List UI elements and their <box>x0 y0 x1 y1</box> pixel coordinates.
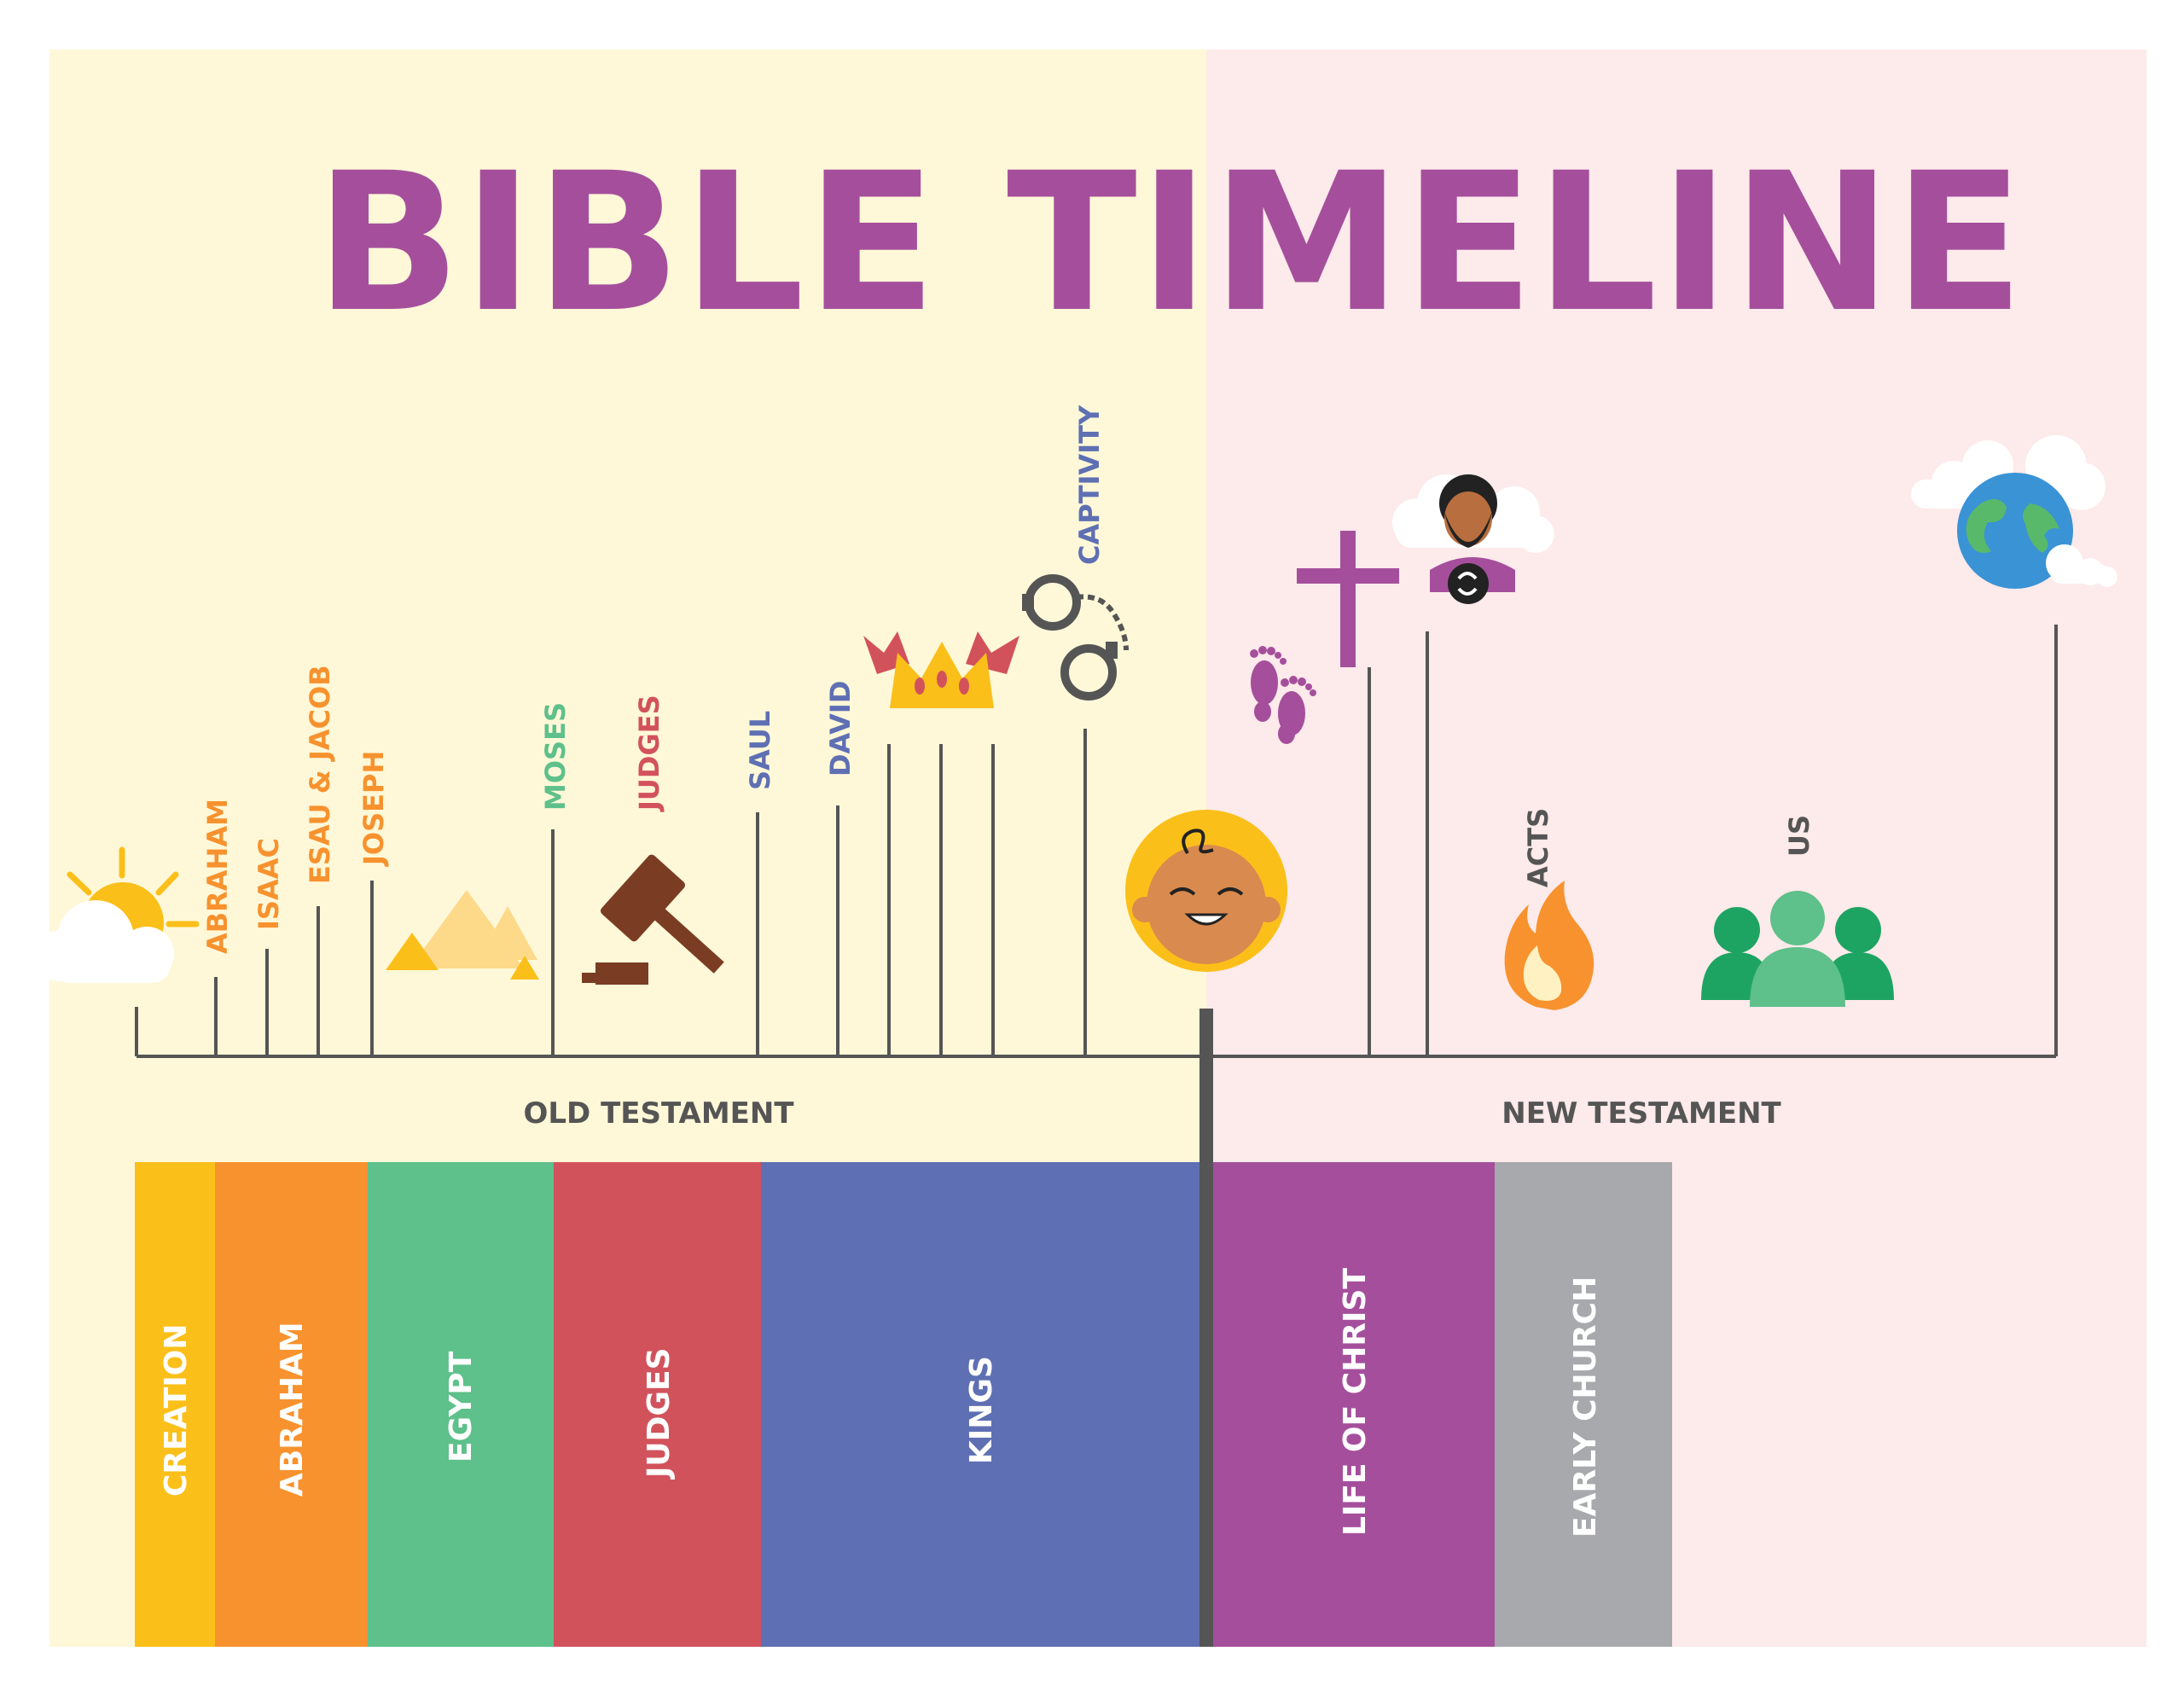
fire-icon <box>1504 881 1594 1010</box>
era-label-egypt: EGYPT <box>444 1351 479 1462</box>
tick-label-moses: MOSES <box>539 702 572 811</box>
cross-icon <box>1297 531 1399 667</box>
old-testament-label: OLD TESTAMENT <box>523 1096 794 1131</box>
tick-label-david: DAVID <box>824 681 857 776</box>
baby-icon <box>1125 810 1287 972</box>
era-label-judges: JUDGES <box>642 1347 677 1480</box>
era-kings <box>761 1162 1201 1647</box>
sun-cloud-icon <box>34 846 200 983</box>
page-title: BIBLE TIMELINE <box>315 131 2025 354</box>
crowns-icon <box>863 631 1019 708</box>
era-label-life-of-christ: LIFE OF CHRIST <box>1338 1268 1373 1536</box>
tick-label-esau-jacob: ESAU & JACOB <box>304 665 336 884</box>
era-abraham <box>215 1162 368 1647</box>
risen-jesus-icon <box>1392 474 1554 604</box>
gavel-icon <box>582 854 724 985</box>
era-egypt <box>368 1162 554 1647</box>
tick-label-us: US <box>1783 815 1815 857</box>
tick-label-saul: SAUL <box>744 711 776 790</box>
timeline-axis <box>135 625 2058 1058</box>
era-judges <box>554 1162 761 1647</box>
era-label-abraham: ABRAHAM <box>275 1322 310 1497</box>
era-bars <box>135 1162 1672 1647</box>
era-early-church <box>1495 1162 1672 1647</box>
testament-divider <box>1199 1009 1213 1647</box>
era-label-early-church: EARLY CHURCH <box>1568 1276 1603 1538</box>
era-life-of-christ <box>1211 1162 1495 1647</box>
tick-label-captivity: CAPTIVITY <box>1073 404 1106 565</box>
era-label-creation: CREATION <box>159 1324 194 1497</box>
pyramids-icon <box>386 890 539 980</box>
new-testament-label: NEW TESTAMENT <box>1502 1096 1781 1131</box>
people-icon <box>1701 891 1894 1007</box>
tick-label-judges: JUDGES <box>633 695 665 812</box>
earth-icon <box>1911 435 2117 589</box>
tick-label-joseph: JOSEPH <box>357 751 390 867</box>
tick-label-acts: ACTS <box>1522 808 1554 887</box>
footprints-icon <box>1250 646 1316 744</box>
tick-label-isaac: ISAAC <box>253 838 285 930</box>
era-label-kings: KINGS <box>964 1356 999 1464</box>
handcuffs-icon <box>1022 574 1129 701</box>
era-creation <box>135 1162 215 1647</box>
tick-label-abraham: ABRAHAM <box>201 799 234 954</box>
